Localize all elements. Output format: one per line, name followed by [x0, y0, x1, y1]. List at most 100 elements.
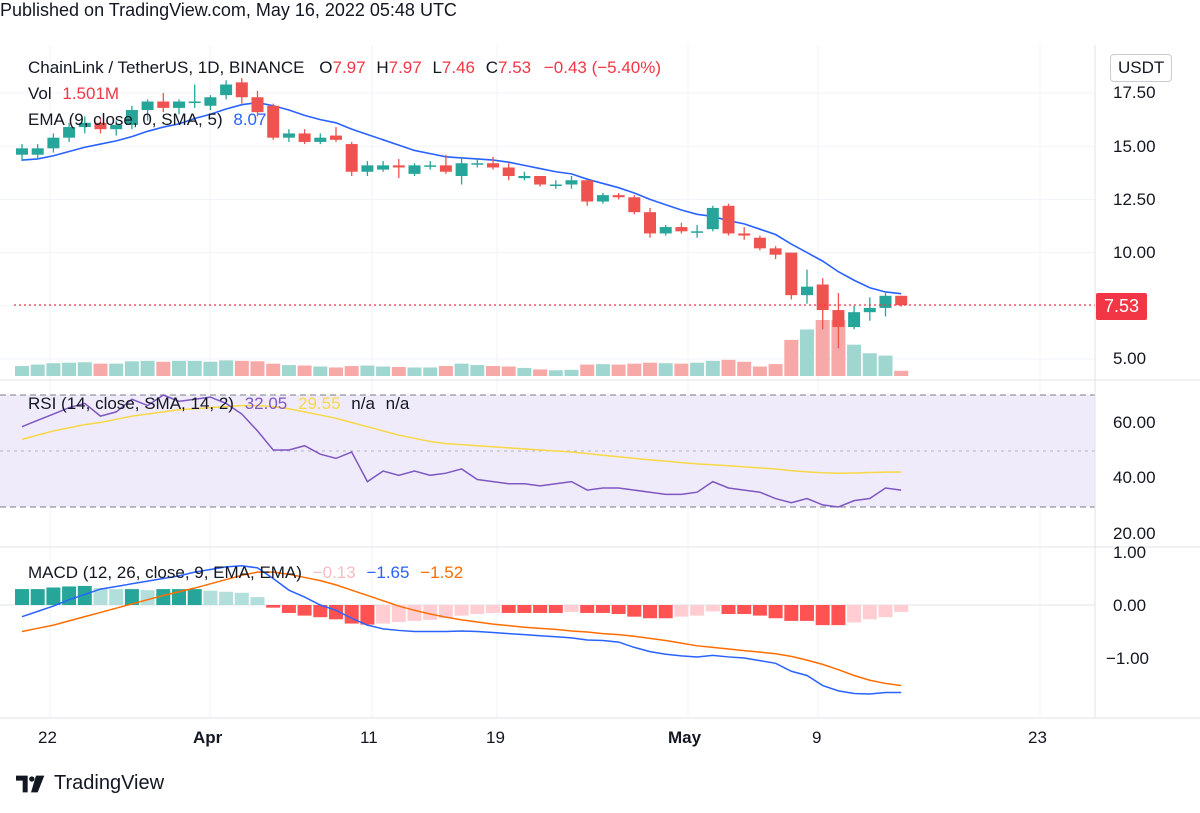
candle-body: [220, 84, 233, 96]
volume-bar: [878, 355, 893, 376]
volume-bar: [77, 362, 92, 376]
tradingview-logo-icon: [16, 775, 45, 792]
pair-label: ChainLink / TetherUS, 1D, BINANCE: [28, 58, 305, 77]
candle-body: [691, 231, 704, 233]
low-label: L: [432, 58, 442, 77]
date-tick: 22: [38, 728, 57, 747]
macd-label: MACD (12, 26, close, 9, EMA, EMA): [28, 563, 302, 582]
macd-hist-value: −0.13: [312, 563, 356, 582]
macd-histogram-bar: [187, 589, 202, 605]
volume-bar: [501, 366, 516, 376]
candle-body: [439, 165, 452, 172]
price-tick: 10.00: [1113, 243, 1156, 262]
volume-bar: [847, 344, 862, 376]
footer-brand[interactable]: TradingView: [16, 772, 164, 795]
macd-histogram-bar: [831, 605, 846, 626]
volume-bar: [187, 360, 202, 376]
candle-body: [455, 163, 468, 176]
macd-histogram-bar: [313, 605, 328, 618]
macd-histogram-bar: [266, 605, 281, 608]
macd-histogram-bar: [15, 589, 29, 605]
candle-body: [644, 212, 656, 234]
volume-bar: [705, 360, 720, 376]
candle-body: [628, 197, 641, 213]
rsi-panel: [0, 394, 1095, 508]
candle-body: [78, 122, 91, 128]
volume-bar: [234, 360, 249, 376]
macd-histogram-bar: [360, 605, 375, 625]
volume-bar: [737, 361, 752, 376]
low-value: 7.46: [441, 58, 475, 77]
volume-bar: [595, 364, 610, 376]
macd-histogram-bar: [658, 605, 673, 619]
macd-histogram-bar: [391, 605, 406, 622]
macd-histogram-bar: [93, 588, 108, 605]
rsi-na-1: n/a: [351, 394, 375, 413]
volume-bar: [329, 367, 343, 376]
volume-bar: [407, 367, 422, 376]
macd-histogram-bar: [77, 585, 92, 605]
currency-button[interactable]: USDT: [1110, 54, 1173, 82]
macd-histogram-bar: [376, 605, 391, 624]
macd-histogram-bar: [297, 605, 312, 616]
macd-histogram-bar: [752, 605, 767, 616]
date-tick: Apr: [193, 728, 223, 747]
candle-body: [125, 110, 138, 125]
candle-body: [612, 195, 625, 198]
macd-histogram-bar: [281, 605, 296, 613]
volume-bar: [721, 359, 736, 376]
macd-histogram-bar: [800, 605, 814, 621]
macd-histogram-bar: [454, 605, 469, 616]
price-tick: 17.50: [1113, 83, 1156, 102]
close-label: C: [485, 58, 499, 77]
volume-bar: [156, 361, 171, 376]
price-tick: 15.00: [1113, 137, 1156, 156]
ema-line: [21, 101, 902, 295]
macd-histogram-bar: [344, 605, 359, 624]
candle-body: [235, 82, 248, 98]
candle-body: [549, 184, 562, 187]
high-label: H: [376, 58, 389, 77]
rsi-line: [21, 394, 902, 508]
volume-bar: [690, 362, 705, 376]
candle-body: [487, 163, 499, 168]
volume-bar: [611, 364, 626, 376]
macd-histogram-bar: [784, 605, 799, 621]
candle-body: [267, 105, 280, 138]
volume-bar: [15, 366, 29, 376]
candle-body: [282, 133, 295, 138]
candle-body: [16, 148, 28, 155]
macd-histogram-bar: [564, 605, 579, 612]
volume-bar: [46, 363, 61, 376]
volume-bar: [62, 362, 77, 376]
candle-body: [471, 163, 484, 165]
volume-bar: [815, 320, 830, 376]
volume-bar: [784, 339, 799, 376]
macd-histogram-bar: [737, 605, 752, 615]
candle-body: [377, 165, 390, 170]
candle-body: [879, 295, 892, 308]
candle-body: [314, 137, 327, 142]
candle-body: [895, 295, 908, 306]
volume-bar: [862, 353, 877, 376]
macd-histogram-bar: [768, 605, 783, 619]
macd-histogram-bar: [423, 605, 438, 620]
price-tick: 12.50: [1113, 190, 1156, 209]
macd-histogram-bar: [894, 605, 909, 612]
date-tick: 19: [486, 728, 505, 747]
macd-histogram-bar: [674, 605, 689, 617]
candle-body: [204, 97, 217, 106]
volume-bar: [30, 364, 45, 376]
volume-bar: [376, 366, 391, 376]
macd-histogram-bar: [643, 605, 657, 619]
macd-histogram-bar: [611, 605, 626, 615]
volume-value: 1.501M: [62, 84, 120, 103]
candle-body: [188, 101, 201, 104]
candle-body: [706, 207, 719, 230]
candle-body: [596, 195, 609, 202]
volume-bar: [627, 363, 642, 376]
macd-histogram-bar: [140, 590, 155, 605]
volume-bar: [658, 363, 673, 376]
candle-body: [63, 127, 76, 138]
